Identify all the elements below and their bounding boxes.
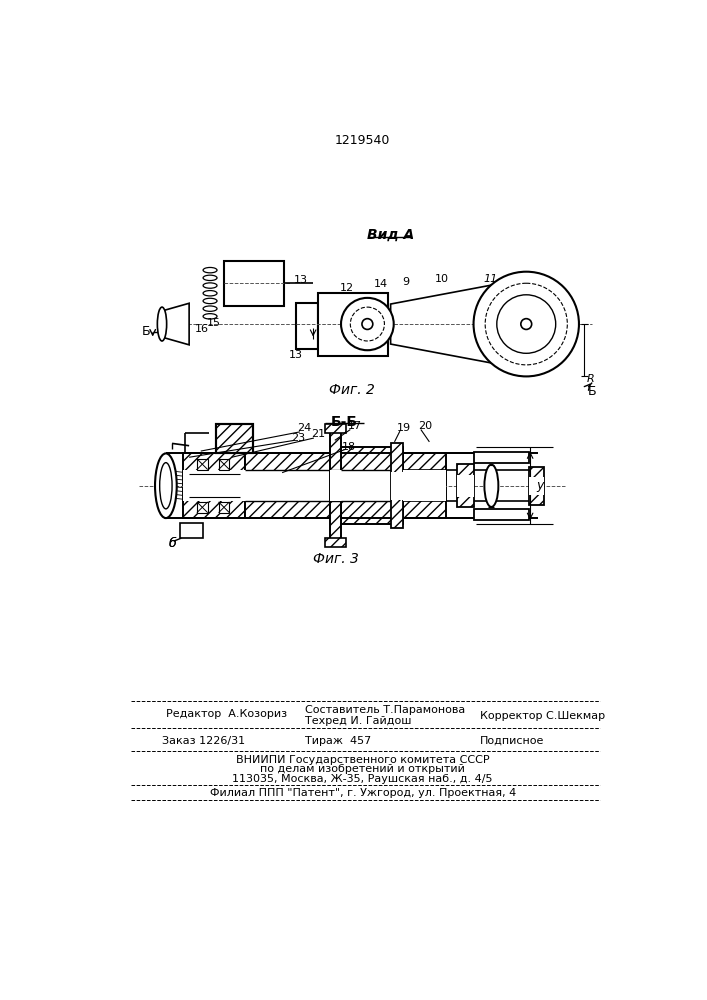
Ellipse shape (160, 463, 172, 509)
Text: Техред И. Гайдош: Техред И. Гайдош (305, 716, 412, 726)
Text: 13: 13 (289, 350, 303, 360)
Text: 18: 18 (341, 442, 356, 452)
Text: 113035, Москва, Ж-35, Раушская наб., д. 4/5: 113035, Москва, Ж-35, Раушская наб., д. … (233, 774, 493, 784)
Circle shape (485, 283, 567, 365)
Bar (216, 424, 253, 453)
Bar (529, 466, 544, 505)
Bar (183, 470, 245, 501)
Text: 11: 11 (484, 274, 498, 284)
Text: Корректор С.Шекмар: Корректор С.Шекмар (480, 711, 605, 721)
Text: 17: 17 (348, 421, 362, 431)
Circle shape (341, 298, 394, 350)
Text: у: у (537, 479, 544, 492)
Bar (330, 470, 341, 501)
Text: 16: 16 (195, 324, 209, 334)
Bar (391, 443, 403, 528)
Bar (158, 464, 170, 507)
Bar (391, 472, 403, 500)
Circle shape (521, 319, 532, 329)
Text: 14: 14 (373, 279, 387, 289)
Bar (218, 459, 230, 470)
Bar (474, 452, 529, 463)
Ellipse shape (203, 283, 217, 288)
Text: по делам изобретений и открытий: по делам изобретений и открытий (260, 764, 465, 774)
Bar (245, 453, 330, 518)
Text: 19: 19 (397, 423, 411, 433)
Ellipse shape (203, 275, 217, 281)
Ellipse shape (484, 465, 498, 507)
Bar (474, 509, 529, 520)
Bar (403, 470, 445, 501)
Ellipse shape (158, 307, 167, 341)
Text: 15: 15 (207, 318, 221, 328)
Text: 9: 9 (402, 277, 409, 287)
Text: 1219540: 1219540 (335, 134, 390, 147)
Circle shape (362, 319, 373, 329)
Text: 23: 23 (291, 433, 305, 443)
Ellipse shape (203, 314, 217, 319)
Bar (224, 261, 284, 306)
Text: Тираж  457: Тираж 457 (305, 736, 372, 746)
Text: 24: 24 (298, 423, 312, 433)
Text: Б: Б (142, 325, 151, 338)
Circle shape (497, 295, 556, 353)
Text: Составитель Т.Парамонова: Составитель Т.Парамонова (305, 705, 466, 715)
Text: Редактор  А.Козориз: Редактор А.Козориз (166, 709, 287, 719)
Text: Вид А: Вид А (367, 228, 414, 242)
Ellipse shape (203, 291, 217, 296)
Bar (183, 453, 245, 518)
Text: R: R (587, 374, 595, 384)
Bar (457, 464, 474, 507)
Bar (341, 447, 403, 524)
Bar (218, 502, 230, 513)
Text: 20: 20 (418, 421, 432, 431)
Bar (325, 424, 346, 433)
Text: Фиг. 2: Фиг. 2 (329, 382, 375, 396)
Bar (403, 453, 445, 518)
Polygon shape (162, 303, 189, 345)
Circle shape (474, 272, 579, 376)
Text: Подписное: Подписное (480, 736, 544, 746)
Bar (457, 475, 474, 497)
Bar (296, 303, 317, 349)
Text: Б-Б: Б-Б (331, 415, 358, 429)
Bar (529, 477, 544, 495)
Bar (330, 432, 341, 540)
Text: Филиал ППП "Патент", г. Ужгород, ул. Проектная, 4: Филиал ППП "Патент", г. Ужгород, ул. Про… (209, 788, 516, 798)
Bar (341, 470, 403, 501)
Ellipse shape (203, 267, 217, 273)
Bar (180, 523, 203, 538)
Circle shape (351, 307, 385, 341)
Text: 13: 13 (293, 275, 308, 285)
Text: Б: Б (588, 385, 597, 398)
Polygon shape (391, 278, 530, 370)
Text: 21: 21 (311, 429, 325, 439)
Bar (197, 502, 208, 513)
Ellipse shape (203, 298, 217, 304)
Bar (216, 424, 253, 453)
Ellipse shape (155, 453, 177, 518)
Text: 12: 12 (340, 283, 354, 293)
Bar (317, 293, 387, 356)
Text: Фиг. 3: Фиг. 3 (313, 552, 359, 566)
Text: б: б (168, 537, 176, 550)
Text: ВНИИПИ Государственного комитета СССР: ВНИИПИ Государственного комитета СССР (236, 755, 489, 765)
Text: Заказ 1226/31: Заказ 1226/31 (162, 736, 245, 746)
Bar (197, 459, 208, 470)
Ellipse shape (203, 306, 217, 311)
Text: 10: 10 (435, 274, 449, 284)
Bar (245, 470, 330, 501)
Text: б: б (168, 537, 176, 550)
Bar (325, 538, 346, 547)
